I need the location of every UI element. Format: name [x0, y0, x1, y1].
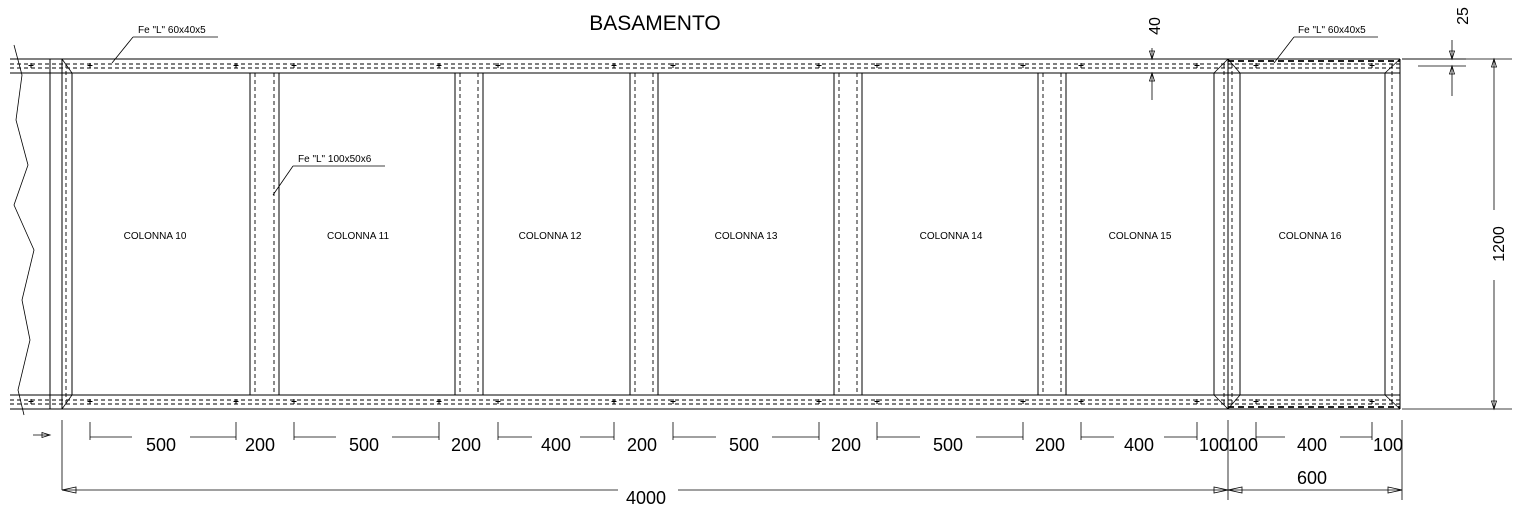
- svg-text:Fe "L" 60x40x5: Fe "L" 60x40x5: [1298, 25, 1366, 36]
- column-label-13: COLONNA 13: [715, 231, 778, 242]
- svg-text:Fe "L" 100x50x6: Fe "L" 100x50x6: [298, 154, 372, 165]
- callout-vertical-angle: Fe "L" 100x50x6: [272, 154, 385, 196]
- dim-segment-11: 400: [1124, 435, 1154, 455]
- dim-segment-7: 500: [729, 435, 759, 455]
- dim-segment-4: 200: [451, 435, 481, 455]
- column-label-12: COLONNA 12: [519, 231, 582, 242]
- separator-2: [454, 73, 484, 395]
- column-label-16: COLONNA 16: [1279, 231, 1342, 242]
- dim-segment-3: 500: [349, 435, 379, 455]
- separator-4: [833, 73, 863, 395]
- dim-segment-12: 100: [1199, 435, 1229, 455]
- column-label-10: COLONNA 10: [124, 231, 187, 242]
- dimension-top-offset: 40: [1138, 17, 1166, 100]
- dim-segment-5: 400: [541, 435, 571, 455]
- vertical-separators: [249, 73, 1067, 395]
- separator-1: [249, 73, 280, 395]
- dim-segment-10: 200: [1035, 435, 1065, 455]
- column-label-11: COLONNA 11: [327, 231, 389, 242]
- dim-segment-6: 200: [627, 435, 657, 455]
- svg-text:Fe "L" 60x40x5: Fe "L" 60x40x5: [138, 25, 206, 36]
- dim-segment-9: 500: [933, 435, 963, 455]
- svg-text:1200: 1200: [1491, 226, 1508, 262]
- callout-top-left: Fe "L" 60x40x5: [111, 25, 218, 64]
- svg-text:40: 40: [1147, 17, 1164, 35]
- column-label-14: COLONNA 14: [920, 231, 983, 242]
- column-labels: COLONNA 10 COLONNA 11 COLONNA 12 COLONNA…: [124, 231, 1342, 242]
- separator-5: [1037, 73, 1067, 395]
- callout-top-right: Fe "L" 60x40x5: [1273, 25, 1378, 64]
- bolt-markers: [28, 63, 1375, 404]
- dim-segment-8: 200: [831, 435, 861, 455]
- dimension-total-right: 600: [1227, 420, 1403, 500]
- dim-segment-14: 400: [1297, 435, 1327, 455]
- dim-segment-13: 100: [1228, 435, 1258, 455]
- dim-segment-2: 200: [245, 435, 275, 455]
- svg-text:600: 600: [1297, 468, 1327, 488]
- drawing-title: BASAMENTO: [589, 12, 720, 35]
- dimension-height: 1200: [1402, 57, 1512, 411]
- dimension-total-main: 4000: [61, 420, 1229, 508]
- separator-3: [629, 73, 659, 395]
- dim-segment-1: 500: [146, 435, 176, 455]
- dim-segment-15: 100: [1373, 435, 1403, 455]
- svg-text:25: 25: [1455, 7, 1472, 25]
- column-label-15: COLONNA 15: [1109, 231, 1172, 242]
- dimension-top-offset-right: 25: [1402, 7, 1472, 96]
- dimension-chain: 500 200 500 200 400 200 500 200 500 200 …: [33, 420, 1403, 490]
- break-line: [13, 44, 35, 416]
- base-frame: [10, 58, 1401, 410]
- svg-text:4000: 4000: [626, 488, 666, 508]
